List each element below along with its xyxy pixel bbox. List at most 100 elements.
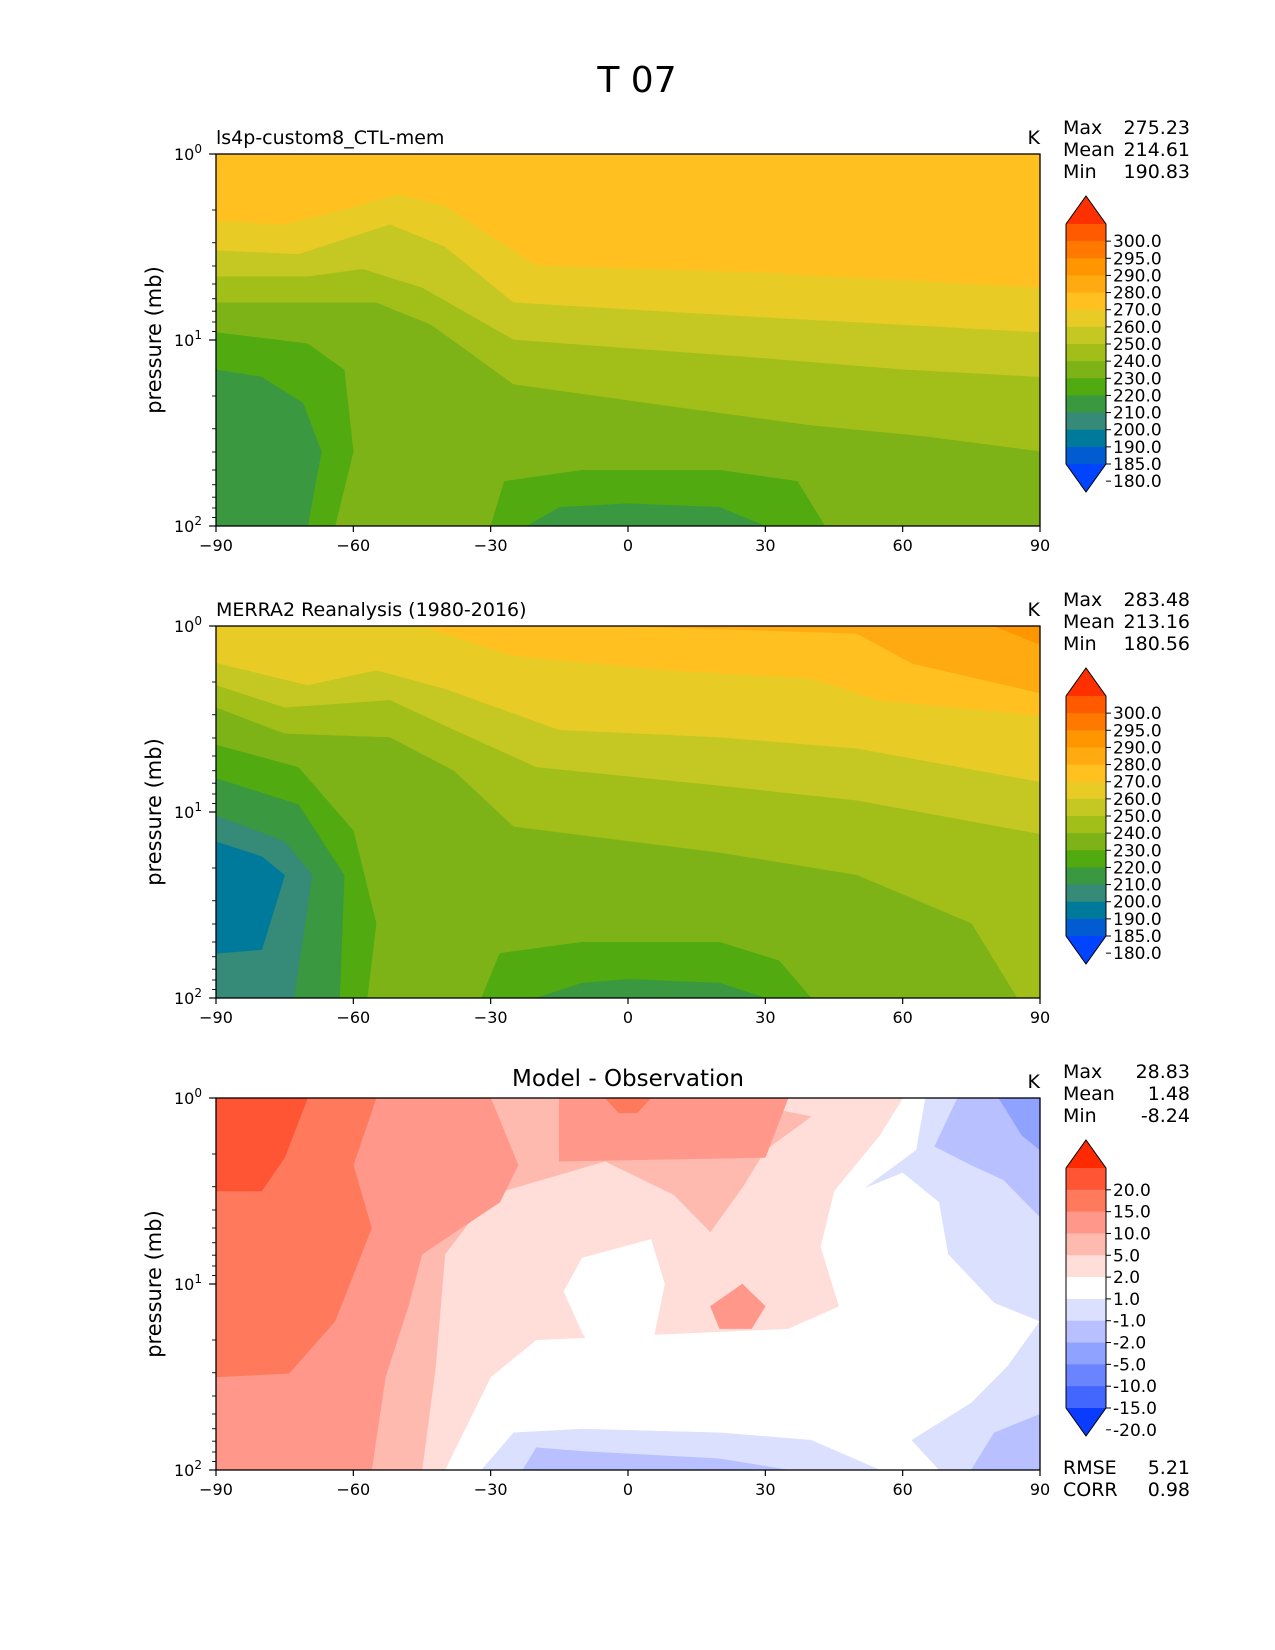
contour-region xyxy=(216,707,1018,998)
colorbar-tick-label: 185.0 xyxy=(1113,455,1162,475)
contour-region xyxy=(710,1283,766,1329)
colorbar-tick-label: 180.0 xyxy=(1113,472,1162,492)
colorbar-extend-max xyxy=(1066,668,1106,696)
colorbar-tick-label: -1.0 xyxy=(1113,1312,1146,1332)
colorbar-tick-label: -20.0 xyxy=(1113,1421,1157,1441)
contour-field xyxy=(216,1098,1040,1470)
colorbar-segment xyxy=(1066,1189,1106,1213)
stat-label: RMSE xyxy=(1063,1457,1117,1479)
colorbar-tick-label: 5.0 xyxy=(1113,1246,1140,1266)
contour-region xyxy=(216,369,322,526)
colorbar-tick-label: 260.0 xyxy=(1113,790,1162,810)
x-tick-label: 90 xyxy=(1030,1008,1050,1027)
colorbar-tick-label: 15.0 xyxy=(1113,1203,1151,1223)
colorbar-tick-label: 10.0 xyxy=(1113,1224,1151,1244)
panel-title: ls4p-custom8_CTL-mem xyxy=(216,127,444,149)
panel-diff: Model - Observation K −90 −60 −30 0 30 60 90 100 1… xyxy=(142,1061,1190,1501)
colorbar-segment xyxy=(1066,1211,1106,1235)
colorbar-tick-label: -15.0 xyxy=(1113,1399,1157,1419)
colorbar-tick-label: 250.0 xyxy=(1113,807,1162,827)
colorbar: 20.015.010.05.02.01.0-1.0-2.0-5.0-10.0-1… xyxy=(1065,1139,1157,1441)
contour-region xyxy=(627,626,1040,694)
colorbar-tick-label: 220.0 xyxy=(1113,386,1162,406)
colorbar-tick-label: 1.0 xyxy=(1113,1290,1140,1310)
colorbar-segment xyxy=(1066,1255,1106,1278)
colorbar-segment xyxy=(1066,344,1106,362)
colorbar-segment xyxy=(1066,730,1106,749)
y-axis-label: pressure (mb) xyxy=(142,738,166,886)
colorbar-segment xyxy=(1066,696,1106,714)
colorbar-tick-label: -5.0 xyxy=(1113,1355,1146,1375)
contour-field xyxy=(216,626,1040,998)
unit-label: K xyxy=(1028,127,1041,149)
x-tick-label: 60 xyxy=(892,1008,912,1027)
contour-region xyxy=(216,1098,308,1192)
stat-value: -8.24 xyxy=(1141,1105,1190,1127)
colorbar-tick-label: 250.0 xyxy=(1113,335,1162,355)
y-tick-label: 101 xyxy=(174,328,202,350)
colorbar-segment xyxy=(1066,1298,1106,1322)
panel-obs: MERRA2 Reanalysis (1980-2016) K −90 −60 −30 0… xyxy=(142,589,1190,1027)
figure-title: T 07 xyxy=(596,60,676,101)
colorbar: 300.0295.0290.0280.0270.0260.0250.0240.0… xyxy=(1065,195,1162,493)
contour-region xyxy=(481,941,812,998)
contour-region xyxy=(536,979,766,998)
colorbar-segment xyxy=(1066,1342,1106,1365)
colorbar-tick-label: 190.0 xyxy=(1113,438,1162,458)
colorbar-segment xyxy=(1066,918,1106,937)
colorbar-tick-label: 260.0 xyxy=(1113,318,1162,338)
colorbar-segment xyxy=(1066,1277,1106,1300)
stat-value: 213.16 xyxy=(1124,611,1190,633)
y-tick-label: 102 xyxy=(174,514,202,536)
stat-label: Max xyxy=(1063,589,1102,611)
colorbar-tick-label: 200.0 xyxy=(1113,893,1162,913)
colorbar-segment xyxy=(1066,395,1106,414)
colorbar-tick-label: 290.0 xyxy=(1113,266,1162,286)
colorbar-extend-max xyxy=(1066,196,1106,224)
colorbar-segment xyxy=(1066,446,1106,465)
stat-value: 0.98 xyxy=(1148,1479,1190,1501)
stat-label: Mean xyxy=(1063,1083,1115,1105)
colorbar-extend-min xyxy=(1066,1408,1106,1436)
stat-label: Min xyxy=(1063,633,1097,655)
colorbar-segment xyxy=(1066,764,1106,783)
y-tick-label: 101 xyxy=(174,1272,202,1294)
colorbar-segment xyxy=(1066,1168,1106,1191)
contour-region xyxy=(563,1239,665,1378)
colorbar-tick-label: -2.0 xyxy=(1113,1334,1146,1354)
contour-region xyxy=(971,1413,1040,1470)
stat-value: 5.21 xyxy=(1148,1457,1190,1479)
colorbar-tick-label: 240.0 xyxy=(1113,824,1162,844)
contour-region xyxy=(559,1098,789,1162)
colorbar-tick-label: 20.0 xyxy=(1113,1181,1151,1201)
colorbar-segment xyxy=(1066,309,1106,328)
colorbar-tick-label: 190.0 xyxy=(1113,910,1162,930)
colorbar-segment xyxy=(1066,816,1106,834)
x-tick-label: −90 xyxy=(199,1008,233,1027)
x-tick-label: 60 xyxy=(892,536,912,555)
colorbar-tick-label: 270.0 xyxy=(1113,773,1162,793)
colorbar-segment xyxy=(1066,747,1106,766)
stat-label: Min xyxy=(1063,1105,1097,1127)
x-tick-label: −60 xyxy=(336,536,370,555)
stat-value: 1.48 xyxy=(1148,1083,1190,1105)
contour-region xyxy=(604,1098,652,1114)
colorbar-tick-label: 210.0 xyxy=(1113,876,1162,896)
colorbar-segment xyxy=(1066,241,1106,259)
stat-value: 190.83 xyxy=(1124,161,1190,183)
x-tick-label: 0 xyxy=(623,536,633,555)
colorbar: 300.0295.0290.0280.0270.0260.0250.0240.0… xyxy=(1065,667,1162,965)
x-tick-label: −30 xyxy=(474,536,508,555)
colorbar-tick-label: 240.0 xyxy=(1113,352,1162,372)
contour-region xyxy=(998,1098,1040,1151)
contour-region xyxy=(216,302,1040,526)
stat-label: Mean xyxy=(1063,139,1115,161)
colorbar-extend-max xyxy=(1066,1140,1106,1168)
colorbar-segment xyxy=(1066,258,1106,277)
panel-title: Model - Observation xyxy=(512,1066,744,1092)
contour-region xyxy=(216,841,285,954)
colorbar-segment xyxy=(1066,850,1106,869)
colorbar-segment xyxy=(1066,412,1106,431)
x-tick-label: 0 xyxy=(623,1480,633,1499)
